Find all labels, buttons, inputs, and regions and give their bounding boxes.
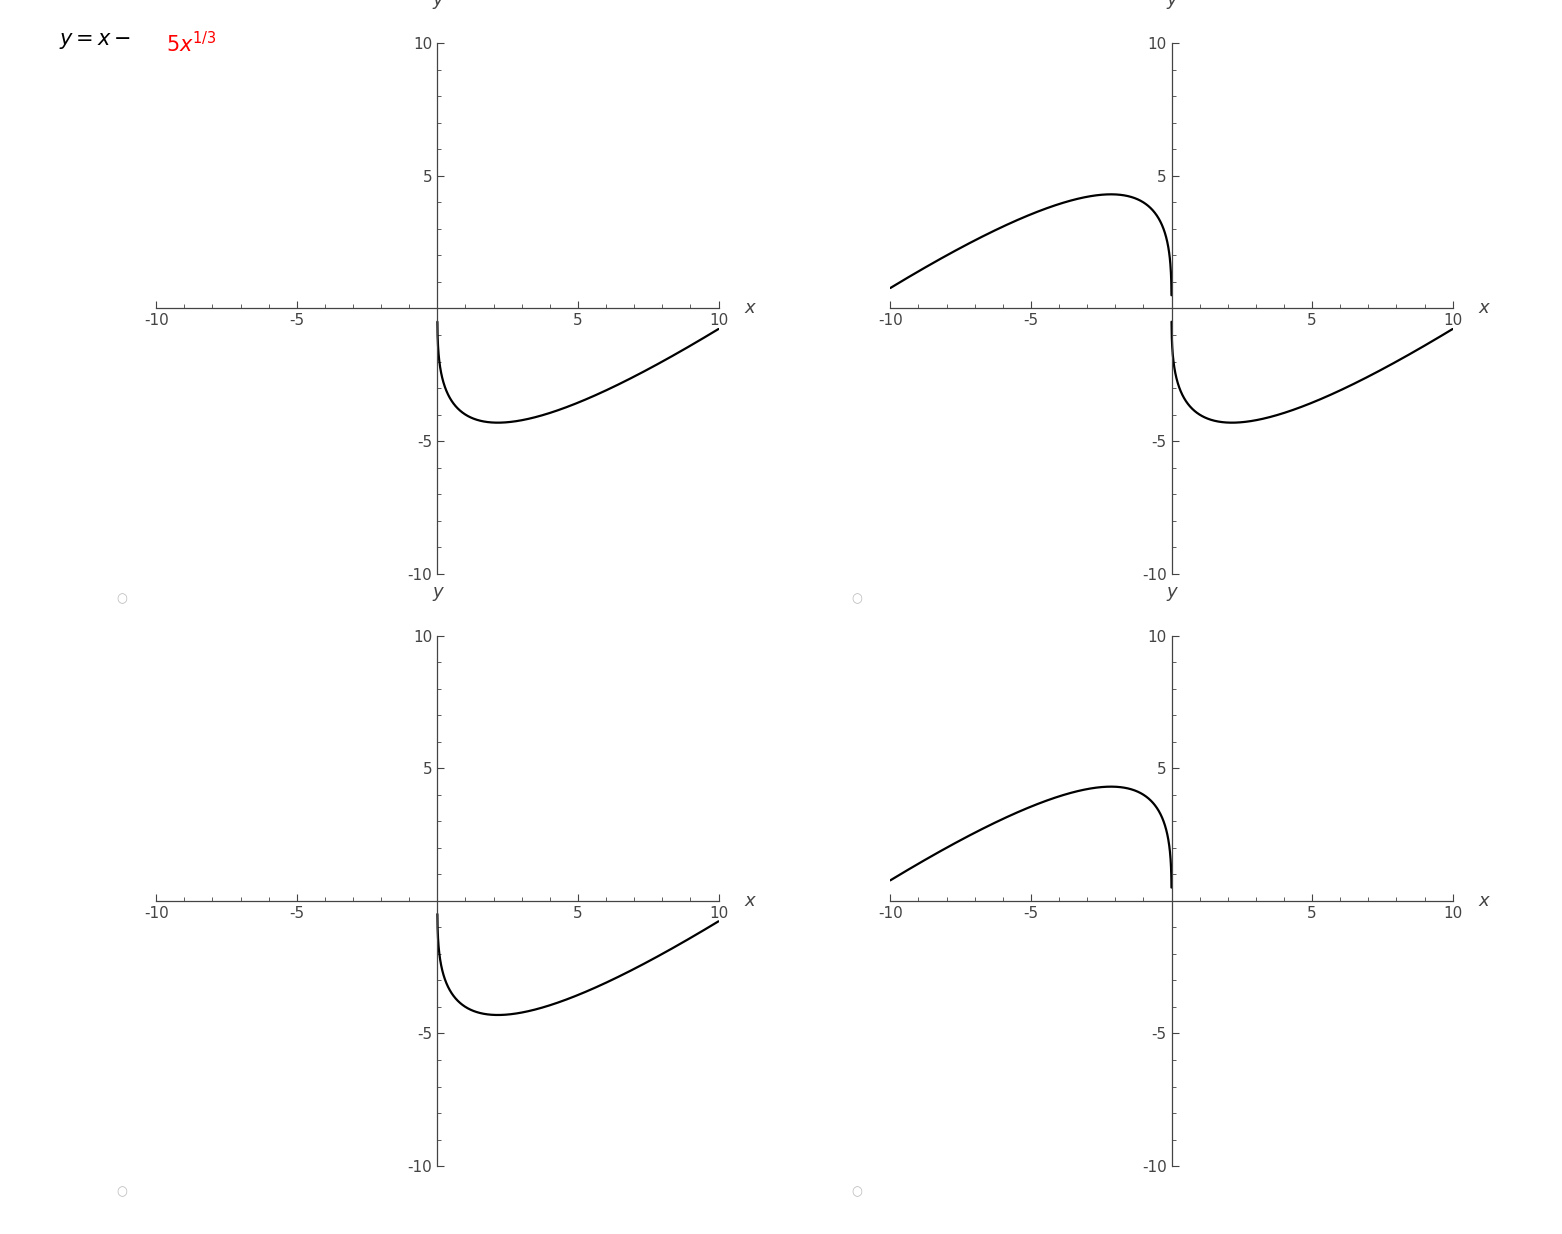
Text: $y = x - $: $y = x - $ [59,31,131,51]
Text: ○: ○ [851,592,862,606]
Text: y: y [1167,0,1176,9]
Text: x: x [1478,300,1489,317]
Text: y: y [1167,582,1176,601]
Text: ○: ○ [851,1185,862,1198]
Text: ○: ○ [117,1185,128,1198]
Text: $5x^{1/3}$: $5x^{1/3}$ [166,31,217,56]
Text: x: x [1478,892,1489,909]
Text: x: x [744,300,754,317]
Text: x: x [744,892,754,909]
Text: y: y [433,0,442,9]
Text: y: y [433,582,442,601]
Text: ○: ○ [117,592,128,606]
